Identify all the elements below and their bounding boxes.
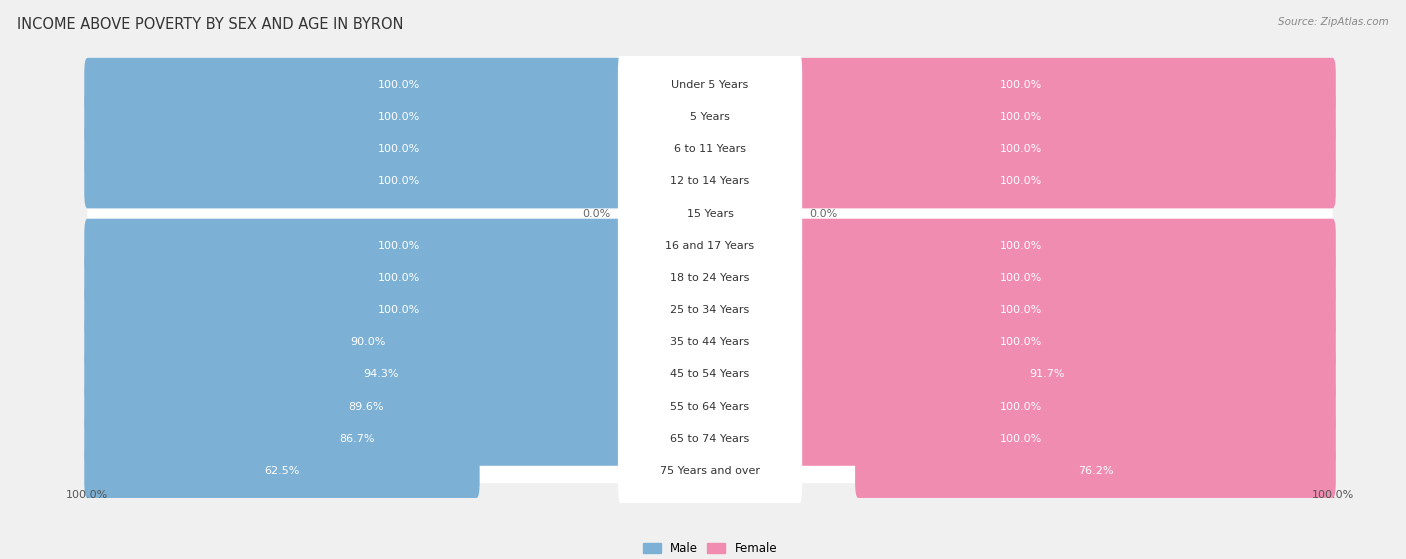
Text: 100.0%: 100.0% — [1000, 80, 1042, 90]
FancyBboxPatch shape — [707, 219, 1336, 273]
Legend: Male, Female: Male, Female — [638, 537, 782, 559]
FancyBboxPatch shape — [617, 305, 803, 379]
FancyBboxPatch shape — [87, 459, 1333, 483]
FancyBboxPatch shape — [617, 241, 803, 315]
Text: 15 Years: 15 Years — [686, 209, 734, 219]
FancyBboxPatch shape — [87, 394, 1333, 419]
Text: 100.0%: 100.0% — [1000, 112, 1042, 122]
FancyBboxPatch shape — [84, 122, 713, 176]
Text: 65 to 74 Years: 65 to 74 Years — [671, 434, 749, 444]
FancyBboxPatch shape — [87, 330, 1333, 354]
FancyBboxPatch shape — [855, 444, 1336, 498]
FancyBboxPatch shape — [617, 434, 803, 508]
Text: 12 to 14 Years: 12 to 14 Years — [671, 177, 749, 186]
FancyBboxPatch shape — [707, 90, 1336, 144]
Text: 62.5%: 62.5% — [264, 466, 299, 476]
FancyBboxPatch shape — [707, 283, 1336, 337]
Text: 100.0%: 100.0% — [66, 490, 108, 500]
FancyBboxPatch shape — [84, 283, 713, 337]
FancyBboxPatch shape — [617, 112, 803, 186]
FancyBboxPatch shape — [87, 362, 1333, 387]
FancyBboxPatch shape — [617, 144, 803, 219]
Text: 100.0%: 100.0% — [378, 144, 420, 154]
Text: 100.0%: 100.0% — [1000, 273, 1042, 283]
Text: 25 to 34 Years: 25 to 34 Years — [671, 305, 749, 315]
FancyBboxPatch shape — [707, 122, 1336, 176]
Text: 100.0%: 100.0% — [378, 112, 420, 122]
FancyBboxPatch shape — [84, 219, 713, 273]
FancyBboxPatch shape — [87, 73, 1333, 97]
Text: 35 to 44 Years: 35 to 44 Years — [671, 337, 749, 347]
FancyBboxPatch shape — [617, 209, 803, 283]
FancyBboxPatch shape — [617, 338, 803, 411]
Text: 100.0%: 100.0% — [1000, 144, 1042, 154]
Text: 100.0%: 100.0% — [1000, 177, 1042, 186]
FancyBboxPatch shape — [87, 266, 1333, 290]
Text: 100.0%: 100.0% — [1000, 337, 1042, 347]
Text: 100.0%: 100.0% — [378, 80, 420, 90]
Text: 16 and 17 Years: 16 and 17 Years — [665, 241, 755, 251]
Text: 55 to 64 Years: 55 to 64 Years — [671, 401, 749, 411]
FancyBboxPatch shape — [707, 380, 1336, 434]
Text: 100.0%: 100.0% — [378, 241, 420, 251]
Text: 45 to 54 Years: 45 to 54 Years — [671, 369, 749, 380]
Text: 90.0%: 90.0% — [350, 337, 385, 347]
FancyBboxPatch shape — [87, 137, 1333, 162]
FancyBboxPatch shape — [617, 273, 803, 347]
Text: 94.3%: 94.3% — [363, 369, 399, 380]
FancyBboxPatch shape — [707, 154, 1336, 209]
FancyBboxPatch shape — [87, 298, 1333, 323]
FancyBboxPatch shape — [707, 412, 1336, 466]
Text: 86.7%: 86.7% — [339, 434, 375, 444]
FancyBboxPatch shape — [84, 58, 713, 112]
FancyBboxPatch shape — [617, 80, 803, 154]
Text: 76.2%: 76.2% — [1078, 466, 1114, 476]
FancyBboxPatch shape — [707, 58, 1336, 112]
Text: 100.0%: 100.0% — [378, 177, 420, 186]
Text: 0.0%: 0.0% — [810, 209, 838, 219]
FancyBboxPatch shape — [617, 48, 803, 122]
FancyBboxPatch shape — [617, 402, 803, 476]
Text: 18 to 24 Years: 18 to 24 Years — [671, 273, 749, 283]
FancyBboxPatch shape — [707, 251, 1336, 305]
FancyBboxPatch shape — [84, 347, 678, 401]
FancyBboxPatch shape — [87, 427, 1333, 451]
Text: 100.0%: 100.0% — [1000, 434, 1042, 444]
FancyBboxPatch shape — [87, 234, 1333, 258]
FancyBboxPatch shape — [84, 380, 648, 434]
Text: 100.0%: 100.0% — [1312, 490, 1354, 500]
Text: 89.6%: 89.6% — [349, 401, 384, 411]
FancyBboxPatch shape — [84, 444, 479, 498]
Text: 100.0%: 100.0% — [1000, 241, 1042, 251]
Text: 6 to 11 Years: 6 to 11 Years — [673, 144, 747, 154]
Text: 91.7%: 91.7% — [1029, 369, 1064, 380]
FancyBboxPatch shape — [707, 315, 1336, 369]
Text: 100.0%: 100.0% — [378, 305, 420, 315]
FancyBboxPatch shape — [84, 315, 651, 369]
FancyBboxPatch shape — [759, 347, 1336, 401]
FancyBboxPatch shape — [87, 169, 1333, 193]
FancyBboxPatch shape — [84, 90, 713, 144]
Text: INCOME ABOVE POVERTY BY SEX AND AGE IN BYRON: INCOME ABOVE POVERTY BY SEX AND AGE IN B… — [17, 17, 404, 32]
FancyBboxPatch shape — [617, 369, 803, 444]
FancyBboxPatch shape — [84, 251, 713, 305]
Text: Under 5 Years: Under 5 Years — [672, 80, 748, 90]
Text: 100.0%: 100.0% — [1000, 401, 1042, 411]
Text: 0.0%: 0.0% — [582, 209, 610, 219]
FancyBboxPatch shape — [87, 201, 1333, 226]
Text: 75 Years and over: 75 Years and over — [659, 466, 761, 476]
FancyBboxPatch shape — [84, 412, 630, 466]
Text: 100.0%: 100.0% — [1000, 305, 1042, 315]
FancyBboxPatch shape — [617, 177, 803, 250]
FancyBboxPatch shape — [84, 154, 713, 209]
Text: Source: ZipAtlas.com: Source: ZipAtlas.com — [1278, 17, 1389, 27]
FancyBboxPatch shape — [87, 105, 1333, 129]
Text: 5 Years: 5 Years — [690, 112, 730, 122]
Text: 100.0%: 100.0% — [378, 273, 420, 283]
